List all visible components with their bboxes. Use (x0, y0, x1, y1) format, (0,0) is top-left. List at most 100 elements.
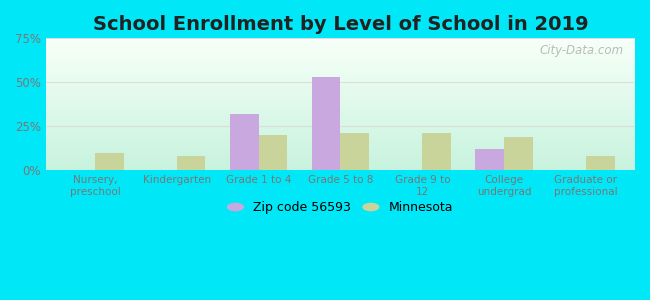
Bar (46, 116, 635, 117)
Bar (46, 88, 635, 89)
Legend: Zip code 56593, Minnesota: Zip code 56593, Minnesota (223, 196, 458, 219)
Bar (46, 92, 635, 93)
Bar (46, 133, 635, 134)
Bar (312, 77, 341, 170)
Bar (46, 135, 635, 136)
Bar (46, 46, 635, 47)
Bar (46, 122, 635, 123)
Bar (46, 80, 635, 81)
Bar (46, 136, 635, 137)
Bar (46, 158, 635, 159)
Bar (46, 127, 635, 128)
Bar (46, 40, 635, 41)
Bar (46, 78, 635, 79)
Bar (46, 166, 635, 167)
Bar (46, 96, 635, 97)
Bar (46, 41, 635, 42)
Bar (46, 154, 635, 155)
Bar (46, 113, 635, 114)
Bar (46, 169, 635, 170)
Bar (46, 51, 635, 52)
Bar (46, 125, 635, 126)
Bar (46, 98, 635, 99)
Bar (46, 163, 635, 164)
Bar (46, 57, 635, 58)
Bar (95, 153, 124, 170)
Bar (46, 56, 635, 57)
Bar (46, 68, 635, 69)
Bar (46, 117, 635, 118)
Bar (46, 161, 635, 162)
Bar (46, 152, 635, 153)
Bar (46, 76, 635, 77)
Bar (46, 167, 635, 168)
Bar (46, 124, 635, 125)
Bar (46, 45, 635, 46)
Bar (475, 149, 504, 170)
Bar (46, 44, 635, 45)
Bar (46, 54, 635, 55)
Bar (46, 84, 635, 85)
Bar (46, 66, 635, 67)
Bar (46, 144, 635, 145)
Bar (46, 91, 635, 92)
Bar (46, 115, 635, 116)
Bar (46, 83, 635, 84)
Bar (46, 95, 635, 96)
Bar (504, 137, 533, 170)
Bar (46, 43, 635, 44)
Bar (259, 135, 287, 170)
Bar (46, 72, 635, 73)
Bar (46, 94, 635, 95)
Bar (46, 165, 635, 166)
Bar (46, 111, 635, 112)
Bar (46, 155, 635, 156)
Bar (46, 85, 635, 86)
Bar (46, 39, 635, 40)
Bar (46, 153, 635, 154)
Bar (46, 137, 635, 138)
Bar (46, 89, 635, 90)
Bar (46, 64, 635, 65)
Bar (46, 87, 635, 88)
Bar (46, 140, 635, 141)
Bar (46, 141, 635, 142)
Bar (46, 73, 635, 74)
Bar (46, 139, 635, 140)
Bar (46, 53, 635, 54)
Bar (46, 130, 635, 131)
Bar (46, 146, 635, 147)
Bar (46, 59, 635, 60)
Bar (46, 157, 635, 158)
Bar (46, 156, 635, 157)
Bar (46, 55, 635, 56)
Bar (46, 118, 635, 119)
Bar (46, 86, 635, 87)
Text: City-Data.com: City-Data.com (539, 44, 623, 57)
Bar (46, 71, 635, 72)
Bar (177, 156, 205, 170)
Bar (46, 123, 635, 124)
Bar (46, 132, 635, 133)
Bar (46, 147, 635, 148)
Bar (46, 104, 635, 105)
Bar (46, 42, 635, 43)
Bar (46, 107, 635, 108)
Bar (46, 105, 635, 106)
Bar (46, 103, 635, 104)
Bar (46, 49, 635, 50)
Bar (341, 133, 369, 170)
Bar (46, 114, 635, 115)
Bar (46, 159, 635, 160)
Bar (46, 148, 635, 149)
Bar (46, 50, 635, 51)
Bar (46, 108, 635, 109)
Bar (46, 143, 635, 144)
Bar (46, 90, 635, 91)
Bar (46, 142, 635, 143)
Bar (46, 106, 635, 107)
Bar (46, 128, 635, 129)
Bar (46, 81, 635, 82)
Bar (46, 61, 635, 62)
Bar (46, 168, 635, 169)
